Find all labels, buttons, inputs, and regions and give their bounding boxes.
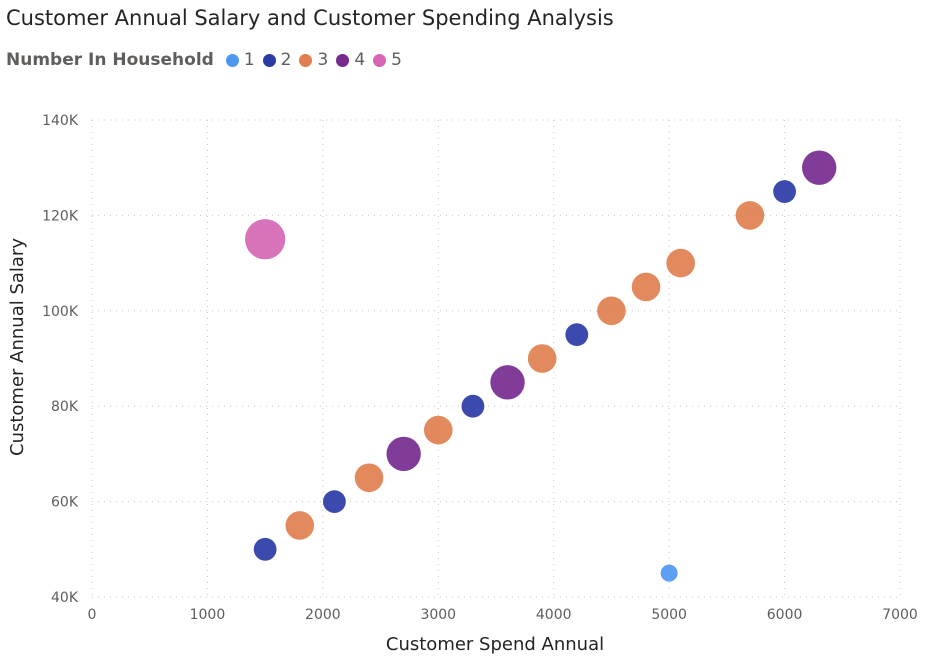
- data-point-household-4[interactable]: [490, 365, 525, 400]
- data-point-household-2[interactable]: [253, 537, 277, 561]
- y-tick-label: 100K: [42, 304, 79, 320]
- data-point-household-2[interactable]: [461, 394, 485, 418]
- legend-swatch-5-icon: [373, 53, 387, 67]
- legend-label-4: 4: [354, 50, 366, 70]
- y-tick-label: 120K: [42, 208, 79, 224]
- data-point-household-5[interactable]: [245, 219, 286, 260]
- data-point-household-2[interactable]: [565, 323, 589, 347]
- x-tick-label: 2000: [305, 607, 341, 623]
- data-points: [245, 150, 837, 582]
- y-axis-ticks: 40K 60K 80K 100K 120K 140K: [42, 113, 79, 606]
- legend-item-3[interactable]: 3: [299, 50, 328, 70]
- data-point-household-3[interactable]: [527, 344, 557, 373]
- legend-label-3: 3: [317, 50, 329, 70]
- x-tick-label: 1000: [190, 607, 226, 623]
- legend-swatch-1-icon: [225, 53, 239, 67]
- data-point-household-2[interactable]: [323, 490, 346, 513]
- x-axis-ticks: 0 1000 2000 3000 4000 5000 6000 7000: [88, 607, 918, 623]
- y-tick-label: 80K: [51, 399, 79, 415]
- legend-swatch-4-icon: [336, 53, 350, 67]
- x-tick-label: 4000: [536, 607, 572, 623]
- data-point-household-1[interactable]: [660, 564, 678, 582]
- legend-label-1: 1: [243, 50, 255, 70]
- data-point-household-3[interactable]: [666, 248, 695, 278]
- legend-label-5: 5: [391, 50, 402, 70]
- y-tick-label: 140K: [42, 113, 79, 129]
- data-point-household-3[interactable]: [285, 511, 315, 540]
- x-tick-label: 5000: [651, 607, 687, 623]
- legend-item-2[interactable]: 2: [262, 50, 292, 70]
- y-tick-label: 40K: [51, 590, 79, 606]
- legend: Number In Household 1 2 3 4 5: [6, 50, 410, 70]
- data-point-household-4[interactable]: [802, 150, 837, 185]
- data-point-household-3[interactable]: [354, 463, 384, 493]
- data-point-household-2[interactable]: [773, 180, 796, 203]
- legend-item-4[interactable]: 4: [336, 50, 365, 70]
- legend-title: Number In Household: [6, 50, 214, 70]
- legend-label-2: 2: [280, 50, 292, 70]
- x-tick-label: 0: [88, 607, 97, 623]
- legend-item-5[interactable]: 5: [373, 50, 402, 70]
- legend-swatch-2-icon: [262, 53, 276, 67]
- data-point-household-3[interactable]: [735, 201, 765, 230]
- data-point-household-3[interactable]: [631, 272, 661, 302]
- x-axis-title: Customer Spend Annual: [386, 634, 604, 655]
- x-tick-label: 6000: [767, 607, 803, 623]
- x-tick-label: 3000: [420, 607, 456, 623]
- chart-title: Customer Annual Salary and Customer Spen…: [6, 6, 614, 30]
- legend-item-1[interactable]: 1: [225, 50, 255, 70]
- x-tick-label: 7000: [882, 607, 918, 623]
- y-axis-title: Customer Annual Salary: [7, 238, 28, 456]
- legend-swatch-3-icon: [299, 53, 313, 67]
- data-point-household-3[interactable]: [423, 415, 453, 445]
- data-point-household-3[interactable]: [597, 296, 626, 326]
- data-point-household-4[interactable]: [386, 436, 421, 472]
- y-tick-label: 60K: [51, 495, 79, 511]
